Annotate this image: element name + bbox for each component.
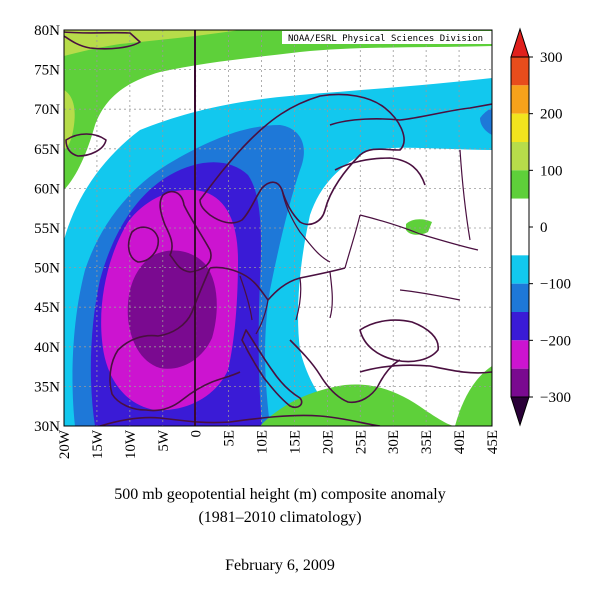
colorbar-bin [511,312,529,341]
colorbar-bin [511,368,529,397]
longitude-label: 40E [452,430,468,454]
colorbar-bin [511,255,529,284]
latitude-label: 55N [34,221,60,237]
latitude-labels: 80N 75N 70N 65N 60N 55N 50N 45N 40N 35N 30N [34,23,60,435]
longitude-label: 20E [320,430,336,454]
field-blue-east-edge [480,108,492,135]
longitude-label: 0 [189,430,205,438]
map-frame [63,29,493,427]
coastline-black-sea [359,319,439,363]
field-positive-east [455,366,492,426]
longitude-label: 20W [57,429,73,459]
latitude-label: 65N [34,142,60,158]
map-area: NOAA/ESRL Physical Sciences Division [64,30,492,426]
latitude-label: 30N [34,419,60,435]
coastline-ireland [127,226,160,263]
colorbar-bin [511,340,529,369]
latitude-label: 60N [34,181,60,197]
colorbar-bin [511,170,529,199]
longitude-label: 45E [485,430,501,454]
latitude-label: 70N [34,102,60,118]
colorbar-tick-label: −100 [540,277,571,293]
colorbar-tick-label: −300 [540,390,571,406]
national-borders [239,149,479,335]
longitude-labels: 20W 15W 10W 5W 0 5E 10E 15E 20E 25E 30E 35E 40E 45E [57,429,501,459]
colorbar-tick-label: 200 [540,107,563,123]
coastline-greenland [64,31,141,50]
field-positive-west [64,90,75,150]
credit-box [282,31,492,44]
latitude-label: 40N [34,340,60,356]
colorbar-tick-label: 100 [540,163,563,179]
coastline-great-britain [159,190,212,273]
colorbar-tick-label: 300 [540,50,563,66]
caption-subtitle: (1981–2010 climatology) [198,509,362,526]
latitude-label: 75N [34,63,60,79]
credit-text: NOAA/ESRL Physical Sciences Division [288,34,483,44]
colorbar-extend-max [510,27,530,58]
colorbar-extend-min [510,396,530,427]
longitude-label: 10W [123,429,139,459]
colorbar-bin [511,85,529,114]
coastline-balkans-greece [289,339,401,404]
coastline-italy [241,329,303,409]
longitude-label: 25E [353,430,369,454]
longitude-label: 15W [90,429,106,459]
colorbar-bin [511,198,529,256]
longitude-label: 10E [255,430,271,454]
longitude-label: 35E [419,430,435,454]
coastline-scandinavia [199,93,405,226]
coastlines-borders [64,31,492,426]
longitude-label: 5W [156,429,172,452]
colorbar-bin [511,113,529,142]
coastline-iceland [65,133,107,157]
longitude-label: 15E [287,430,303,454]
coastline-finland-russia [329,103,492,186]
colorbar-bin [511,142,529,171]
coastline-turkey [359,364,492,374]
longitude-label: 5E [222,430,238,447]
field-positive-yellow [64,30,240,56]
latitude-label: 50N [34,261,60,277]
longitude-label: 30E [386,430,402,454]
colorbar-tick-label: 0 [540,220,548,236]
latitude-label: 35N [34,379,60,395]
date-label: February 6, 2009 [225,557,335,574]
caption-title: 500 mb geopotential height (m) composite… [114,486,446,503]
colorbar-tick-label: −200 [540,333,571,349]
colorbar-bin [511,283,529,312]
coastline-north-africa [99,414,381,426]
colorbar-bin [511,57,529,86]
colorbar: 300 200 100 0 −100 −200 −300 [510,27,571,427]
latitude-label: 45N [34,300,60,316]
latitude-label: 80N [34,23,60,39]
